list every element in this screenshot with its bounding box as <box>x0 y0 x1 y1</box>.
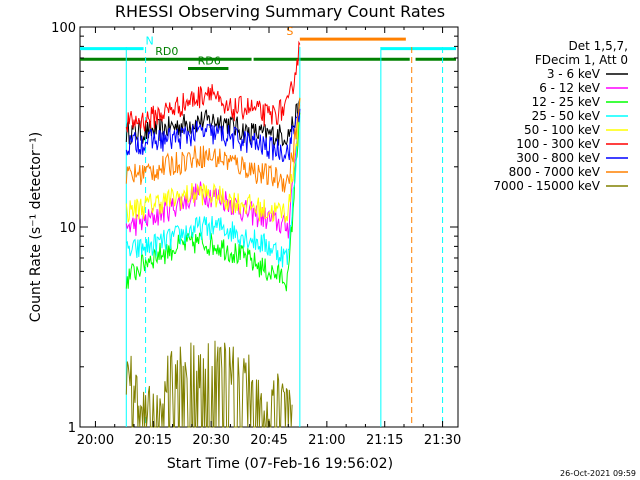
legend-entry-label: 7000 - 15000 keV <box>493 179 600 193</box>
series-line-25-50-kev <box>125 111 301 268</box>
series-line-3-6-kev <box>125 97 301 148</box>
y-axis-label: Count Rate (s⁻¹ detector⁻¹) <box>28 132 44 322</box>
flag-label-rd6: RD6 <box>198 55 221 68</box>
series-line-7000-15000-kev <box>125 340 293 428</box>
x-tick-label: 20:15 <box>135 433 172 448</box>
y-tick-label: 1 <box>68 421 76 436</box>
x-tick-label: 20:45 <box>250 433 287 448</box>
x-tick-label: 20:00 <box>77 433 114 448</box>
series-line-12-25-kev <box>125 112 301 292</box>
flag-label-n: N <box>145 35 153 48</box>
legend-header: Det 1,5,7, <box>569 39 629 53</box>
y-tick-label: 100 <box>51 21 76 36</box>
legend-entry-label: 25 - 50 keV <box>532 109 601 123</box>
legend-header: FDecim 1, Att 0 <box>535 53 628 67</box>
series-line-6-12-kev <box>125 104 301 239</box>
x-tick-label: 21:30 <box>424 433 461 448</box>
series-layer <box>125 40 301 428</box>
x-tick-label: 21:00 <box>308 433 345 448</box>
legend-entry-label: 300 - 800 keV <box>516 151 600 165</box>
x-axis-ticks: 20:00 20:15 20:30 20:45 21:00 21:15 21:30 <box>77 27 461 448</box>
series-line-50-100-kev <box>125 97 301 223</box>
x-axis-label: Start Time (07-Feb-16 19:56:02) <box>167 456 393 472</box>
legend-entry-label: 12 - 25 keV <box>532 95 601 109</box>
legend-entry-label: 50 - 100 keV <box>524 123 601 137</box>
series-line-300-800-kev <box>125 108 301 163</box>
y-tick-label: 10 <box>59 221 76 236</box>
legend-entry-label: 6 - 12 keV <box>539 81 601 95</box>
chart-title: RHESSI Observing Summary Count Rates <box>115 2 445 21</box>
series-line-800-7000-kev <box>125 98 301 193</box>
flag-label-s: S <box>286 25 293 38</box>
series-line-100-300-kev <box>125 40 301 133</box>
timestamp: 26-Oct-2021 09:59 <box>560 469 636 478</box>
y-axis-ticks: 1 10 100 <box>51 21 458 436</box>
legend-entry-label: 3 - 6 keV <box>547 67 601 81</box>
flags-layer: N S RD0 RD6 <box>80 25 456 71</box>
flag-label-rd0: RD0 <box>155 45 178 58</box>
x-tick-label: 20:30 <box>192 433 229 448</box>
legend-entry-label: 800 - 7000 keV <box>509 165 601 179</box>
x-tick-label: 21:15 <box>366 433 403 448</box>
legend-entry-label: 100 - 300 keV <box>516 137 600 151</box>
